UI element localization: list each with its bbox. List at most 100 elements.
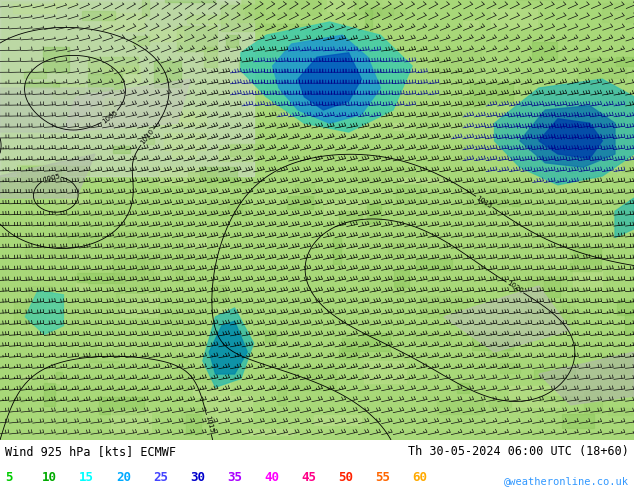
Bar bbox=[76, 283, 87, 290]
Bar bbox=[500, 364, 520, 373]
Polygon shape bbox=[0, 154, 95, 198]
Bar bbox=[416, 259, 452, 270]
Bar bbox=[181, 408, 214, 424]
Bar bbox=[221, 5, 264, 31]
Text: Wind 925 hPa [kts] ECMWF: Wind 925 hPa [kts] ECMWF bbox=[5, 445, 176, 458]
Bar bbox=[240, 61, 272, 72]
Bar bbox=[25, 82, 59, 88]
Bar bbox=[570, 167, 576, 173]
Bar bbox=[209, 20, 216, 29]
Bar bbox=[288, 190, 319, 198]
Text: 10: 10 bbox=[42, 471, 57, 484]
Bar bbox=[179, 370, 216, 388]
Text: Th 30-05-2024 06:00 UTC (18+60): Th 30-05-2024 06:00 UTC (18+60) bbox=[408, 445, 629, 458]
Bar bbox=[188, 238, 205, 255]
Polygon shape bbox=[203, 308, 254, 387]
Bar bbox=[142, 0, 148, 16]
Bar bbox=[467, 186, 505, 207]
Polygon shape bbox=[495, 79, 634, 185]
Bar bbox=[161, 311, 198, 331]
Bar bbox=[209, 236, 227, 249]
Bar bbox=[160, 264, 174, 288]
Bar bbox=[280, 43, 302, 49]
Bar bbox=[65, 190, 88, 204]
Bar bbox=[491, 9, 538, 26]
Bar bbox=[123, 251, 160, 259]
Bar bbox=[555, 133, 593, 157]
Bar bbox=[221, 385, 269, 398]
Polygon shape bbox=[539, 119, 602, 158]
Bar bbox=[489, 418, 522, 435]
Bar bbox=[562, 91, 597, 97]
Bar bbox=[342, 114, 375, 139]
Bar bbox=[339, 211, 363, 221]
Bar bbox=[210, 285, 227, 303]
Bar bbox=[286, 368, 336, 390]
Bar bbox=[287, 196, 313, 209]
Text: 25: 25 bbox=[153, 471, 168, 484]
Bar bbox=[25, 240, 74, 256]
Bar bbox=[23, 71, 46, 78]
Bar bbox=[531, 134, 570, 143]
Bar bbox=[242, 0, 285, 13]
Polygon shape bbox=[298, 53, 361, 110]
Bar bbox=[418, 296, 467, 317]
Polygon shape bbox=[444, 286, 571, 352]
Bar bbox=[396, 185, 422, 202]
Bar bbox=[309, 29, 334, 41]
Bar bbox=[463, 21, 478, 27]
Text: 35: 35 bbox=[227, 471, 242, 484]
Polygon shape bbox=[241, 22, 412, 132]
Bar bbox=[230, 144, 262, 156]
Bar bbox=[618, 300, 634, 315]
Bar bbox=[88, 74, 122, 91]
Bar bbox=[186, 414, 201, 434]
Bar bbox=[54, 0, 77, 6]
Text: 20: 20 bbox=[116, 471, 131, 484]
Bar bbox=[366, 301, 396, 319]
Bar bbox=[177, 355, 187, 362]
Bar bbox=[146, 138, 153, 145]
Text: 60: 60 bbox=[412, 471, 427, 484]
Text: 1015: 1015 bbox=[204, 415, 214, 434]
Bar bbox=[29, 287, 52, 297]
Text: 1005: 1005 bbox=[101, 109, 119, 125]
Bar bbox=[366, 203, 381, 223]
Bar bbox=[242, 0, 269, 7]
Bar bbox=[356, 47, 380, 54]
Bar bbox=[113, 146, 130, 153]
Bar bbox=[413, 332, 451, 342]
Bar bbox=[472, 332, 513, 349]
Text: 1015: 1015 bbox=[475, 195, 493, 209]
Bar bbox=[48, 375, 60, 383]
Bar bbox=[332, 245, 339, 252]
Bar bbox=[398, 177, 444, 183]
Bar bbox=[68, 233, 98, 243]
Bar bbox=[493, 216, 543, 229]
Text: 1010: 1010 bbox=[139, 128, 155, 146]
Bar bbox=[463, 145, 508, 159]
Bar bbox=[141, 258, 187, 266]
Bar bbox=[467, 337, 499, 360]
Text: @weatheronline.co.uk: @weatheronline.co.uk bbox=[504, 476, 629, 486]
Bar bbox=[252, 192, 300, 203]
Bar bbox=[370, 6, 393, 17]
Bar bbox=[295, 184, 314, 201]
Bar bbox=[584, 391, 602, 413]
Bar bbox=[510, 342, 555, 358]
Bar bbox=[482, 200, 520, 206]
Bar bbox=[285, 417, 333, 434]
Text: 45: 45 bbox=[301, 471, 316, 484]
Bar bbox=[165, 0, 214, 1]
Bar bbox=[217, 309, 240, 326]
Bar bbox=[476, 72, 526, 85]
Bar bbox=[488, 344, 508, 358]
Bar bbox=[578, 58, 626, 78]
Text: 1005: 1005 bbox=[42, 172, 60, 182]
Bar bbox=[327, 0, 353, 11]
Bar bbox=[533, 42, 557, 58]
Bar bbox=[534, 369, 575, 378]
Bar bbox=[58, 166, 89, 175]
Bar bbox=[616, 57, 634, 67]
Bar bbox=[116, 292, 146, 306]
